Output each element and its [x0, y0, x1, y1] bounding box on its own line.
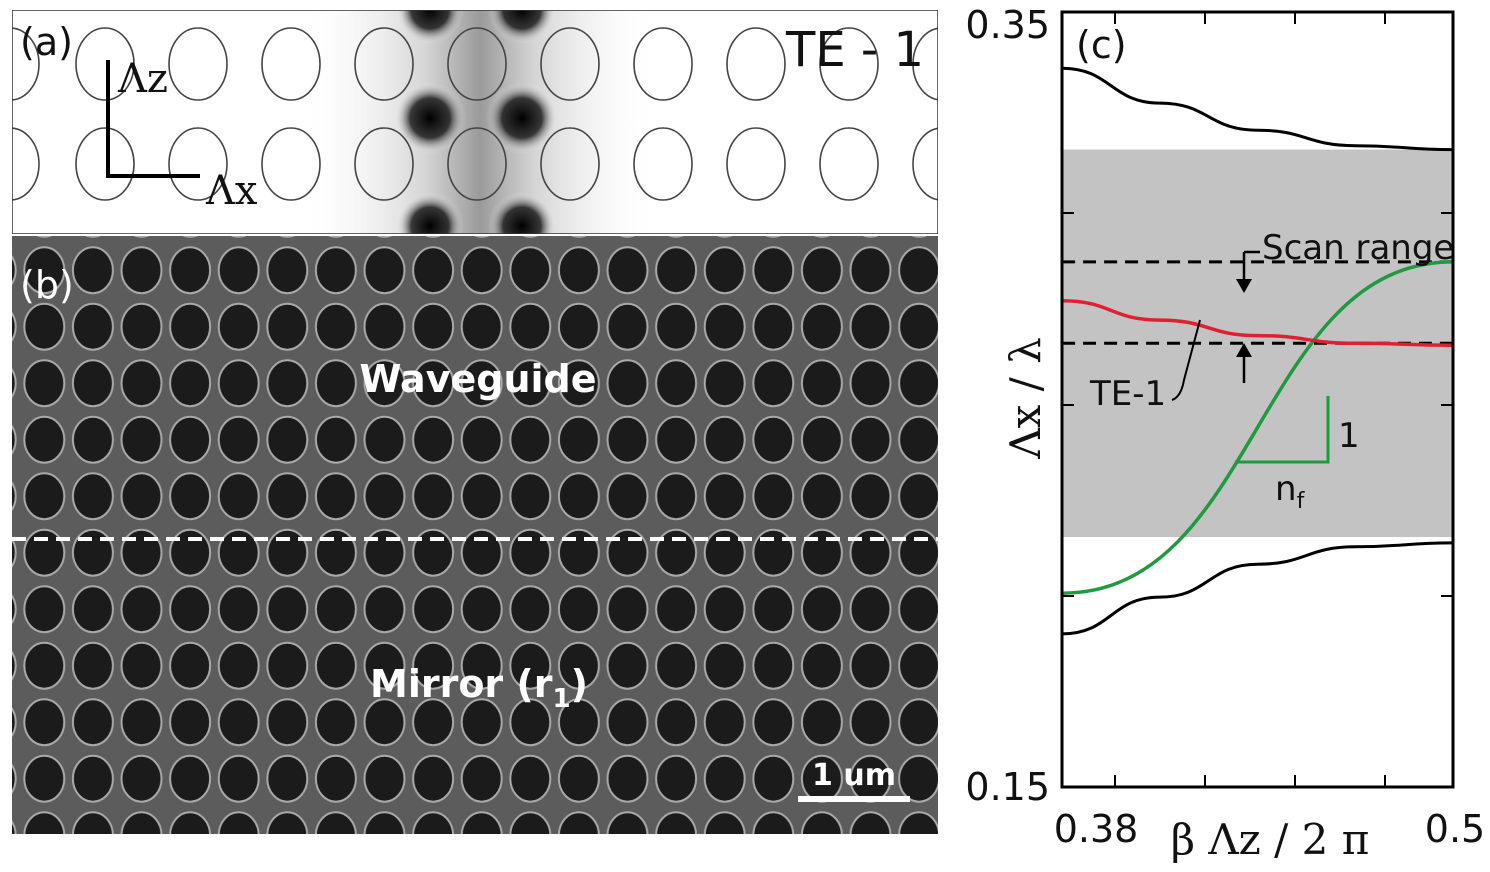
lattice-hole [726, 127, 786, 201]
sem-hole-lattice [12, 236, 938, 834]
upper-band-edge [1061, 66, 1454, 152]
panel-a-label: (a) [20, 20, 73, 64]
slope-run-label: nf [1275, 469, 1306, 514]
te1-mode-curve [1061, 298, 1454, 347]
y-tick-top: 0.35 [965, 3, 1050, 47]
scan-range-arrows [1236, 250, 1260, 383]
lattice-holes [12, 27, 938, 201]
x-tick-right: 0.5 [1425, 807, 1485, 851]
slope-rise-label: 1 [1338, 416, 1360, 456]
scan-range-label: Scan range [1262, 228, 1454, 268]
lattice-hole [354, 127, 414, 201]
waveguide-label: Waveguide [360, 357, 597, 401]
panel-b-label: (b) [20, 263, 74, 307]
axis-z-label: Λz [117, 56, 168, 102]
mirror-label: Mirror (r1) [370, 662, 588, 714]
lower-band-edge [1061, 541, 1454, 636]
scale-bar-label: 1 um [812, 758, 896, 793]
slope-run-subscript: f [1297, 489, 1306, 514]
lattice-hole [12, 27, 40, 101]
x-axis-label: β Λz / 2 π [1171, 815, 1370, 864]
plot-ticks [1062, 12, 1453, 787]
mode-label: TE - 1 [785, 22, 924, 78]
y-axis-label: Λx / λ [1001, 337, 1050, 460]
band-diagram [1060, 10, 1455, 789]
panel-a [12, 10, 938, 234]
mirror-label-close: ) [571, 662, 588, 706]
lattice-hole [168, 127, 228, 201]
lattice-hole [12, 127, 40, 201]
lattice-hole [75, 27, 135, 101]
lattice-hole [633, 127, 693, 201]
lattice-hole [633, 27, 693, 101]
mirror-label-subscript: 1 [553, 684, 571, 714]
plot-frame [1060, 10, 1455, 789]
mode-field-hotspots [394, 10, 558, 234]
slope-triangle [1235, 396, 1330, 464]
lattice-hole [819, 27, 879, 101]
lattice-hole [447, 27, 507, 101]
lattice-hole [354, 27, 414, 101]
lattice-hole [447, 127, 507, 201]
mirror-label-text: Mirror (r [370, 662, 553, 706]
lattice-hole [261, 27, 321, 101]
slope-run-n: n [1275, 469, 1297, 509]
lattice-hole [261, 127, 321, 201]
lattice-hole [540, 27, 600, 101]
mode-field-column [300, 10, 660, 234]
lattice-hole [540, 127, 600, 201]
te1-label: TE-1 [1089, 374, 1166, 414]
lattice-hole [912, 127, 938, 201]
axis-x-label: Λx [205, 168, 258, 214]
x-tick-left: 0.38 [1054, 807, 1139, 851]
lattice-hole [726, 27, 786, 101]
te1-pointer [1171, 319, 1201, 401]
lattice-hole [912, 27, 938, 101]
lattice-hole [168, 27, 228, 101]
light-line [1061, 260, 1454, 595]
y-tick-bottom: 0.15 [965, 765, 1050, 809]
panel-c-label: (c) [1076, 23, 1127, 67]
lattice-hole [819, 127, 879, 201]
lattice-hole [75, 127, 135, 201]
lattice-axes [106, 60, 200, 178]
panel-b [12, 236, 938, 834]
